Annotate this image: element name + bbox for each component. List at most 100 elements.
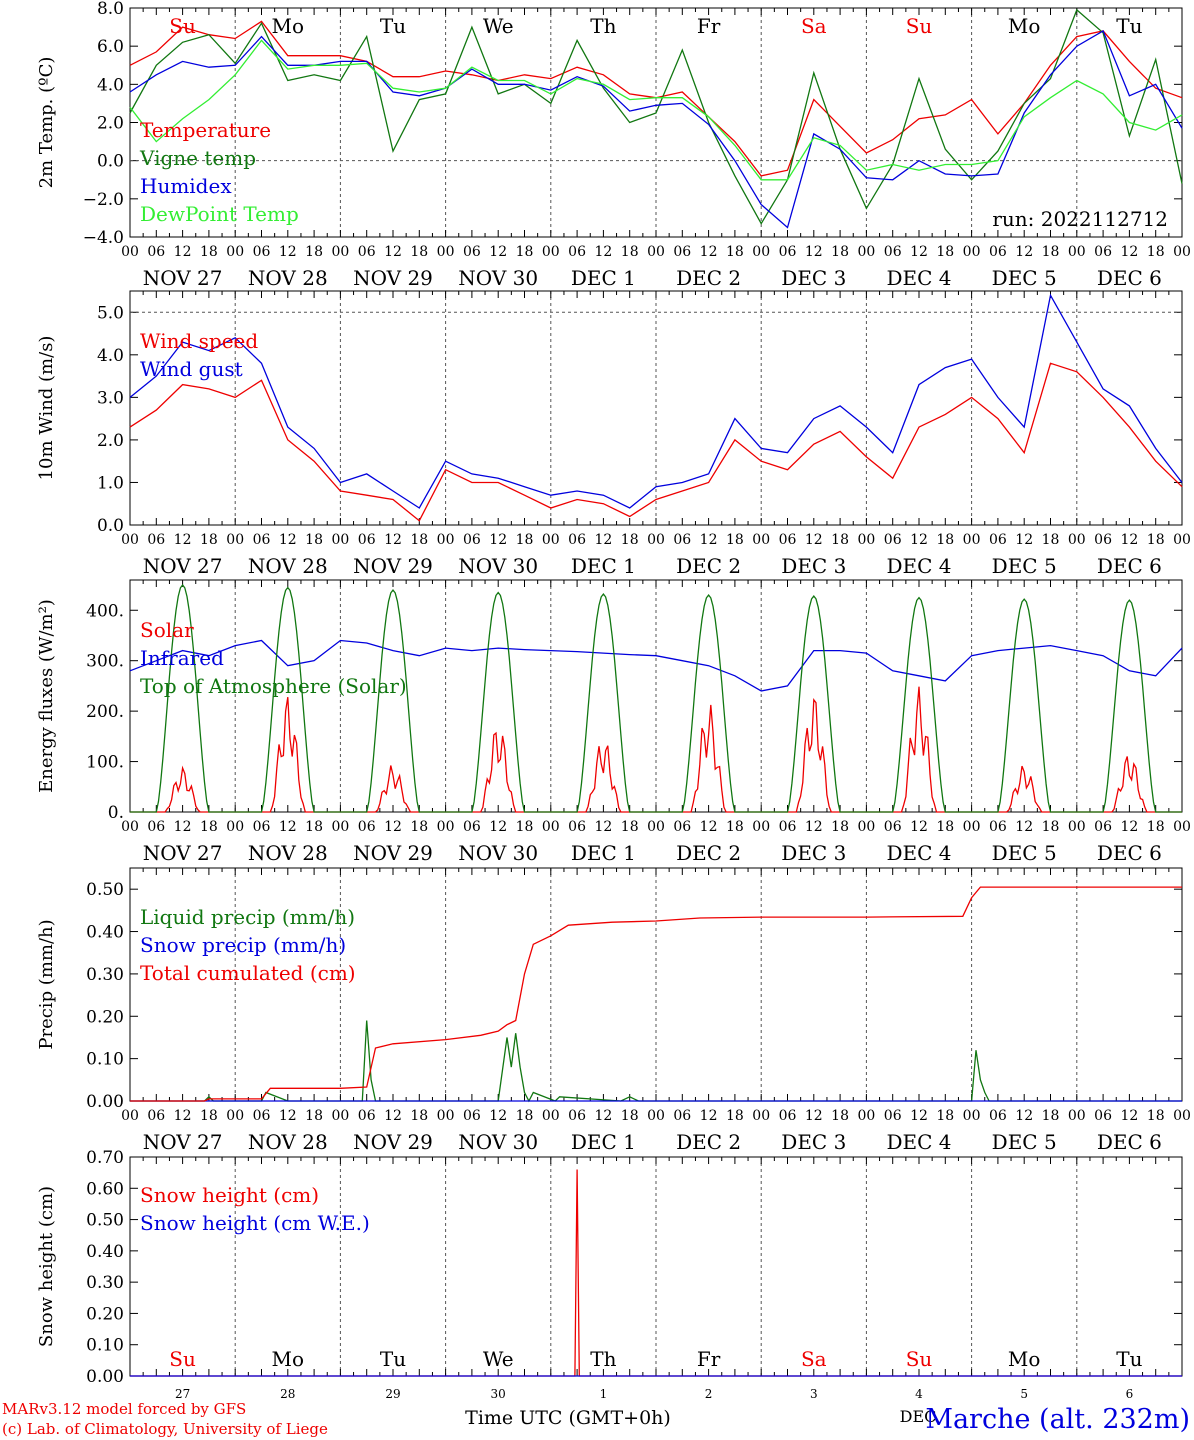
hour-tick-label: 06 <box>358 1108 376 1124</box>
hour-tick-label: 00 <box>647 244 665 260</box>
hour-tick-label: 06 <box>673 1108 691 1124</box>
hour-tick-label: 00 <box>857 244 875 260</box>
date-label: NOV 28 <box>248 266 328 290</box>
hour-tick-label: 00 <box>542 819 560 835</box>
legend-entry: Infrared <box>140 646 224 670</box>
hour-tick-label: 00 <box>857 1108 875 1124</box>
hour-tick-label: 00 <box>542 1108 560 1124</box>
hour-tick-label: 06 <box>253 532 271 548</box>
weekday-label: Su <box>169 1347 196 1371</box>
weekday-label: Th <box>590 1347 616 1371</box>
hour-tick-label: 00 <box>857 532 875 548</box>
date-label: DEC 1 <box>571 554 636 578</box>
hour-tick-label: 12 <box>279 532 297 548</box>
weekday-label: Mo <box>1008 1347 1041 1371</box>
hour-tick-label: 06 <box>147 532 165 548</box>
y-tick-label: 0.30 <box>86 965 124 985</box>
day-number-label: 2 <box>705 1387 713 1401</box>
hour-tick-label: 12 <box>910 532 928 548</box>
hour-tick-label: 06 <box>779 244 797 260</box>
date-label: DEC 2 <box>676 266 741 290</box>
hour-tick-label: 00 <box>331 532 349 548</box>
hour-tick-label: 18 <box>726 819 744 835</box>
date-label: DEC 5 <box>992 266 1057 290</box>
hour-tick-label: 06 <box>568 532 586 548</box>
hour-tick-label: 00 <box>226 244 244 260</box>
weekday-label: We <box>483 14 514 38</box>
hour-tick-label: 06 <box>568 819 586 835</box>
hour-tick-label: 00 <box>542 244 560 260</box>
hour-tick-label: 12 <box>594 1108 612 1124</box>
hour-tick-label: 06 <box>673 244 691 260</box>
legend-entry: Top of Atmosphere (Solar) <box>140 674 407 698</box>
hour-tick-label: 18 <box>516 532 534 548</box>
hour-tick-label: 12 <box>279 244 297 260</box>
hour-tick-label: 06 <box>147 819 165 835</box>
hour-tick-label: 12 <box>279 819 297 835</box>
series-line-wind-speed <box>129 362 1183 522</box>
hour-tick-label: 00 <box>121 819 139 835</box>
date-label: NOV 28 <box>248 554 328 578</box>
date-label: DEC 2 <box>676 554 741 578</box>
hour-tick-label: 00 <box>1068 819 1086 835</box>
weekday-label: We <box>483 1347 514 1371</box>
hour-tick-label: 00 <box>963 244 981 260</box>
y-tick-label: 100. <box>86 753 124 773</box>
hour-tick-label: 18 <box>1042 244 1060 260</box>
date-label: DEC 6 <box>1097 1130 1162 1154</box>
hour-tick-label: 12 <box>384 1108 402 1124</box>
hour-tick-label: 18 <box>936 1108 954 1124</box>
hour-tick-label: 12 <box>174 532 192 548</box>
y-axis-label: 10m Wind (m/s) <box>36 336 57 481</box>
date-label: NOV 30 <box>458 554 538 578</box>
hour-tick-label: 12 <box>489 532 507 548</box>
hour-tick-label: 00 <box>963 1108 981 1124</box>
weekday-label: Su <box>169 14 196 38</box>
y-tick-label: 0.40 <box>86 1242 124 1262</box>
day-number-label: 1 <box>600 1387 608 1401</box>
y-tick-label: −2.0 <box>83 190 124 210</box>
hour-tick-label: 12 <box>910 819 928 835</box>
day-number-label: 29 <box>385 1387 400 1401</box>
weekday-label: Sa <box>801 14 827 38</box>
hour-tick-label: 18 <box>1147 244 1165 260</box>
hour-tick-label: 12 <box>910 244 928 260</box>
hour-tick-label: 00 <box>752 244 770 260</box>
date-label: NOV 27 <box>143 266 223 290</box>
legend-entry: Temperature <box>140 118 271 142</box>
series-line-total-cumulated-cm- <box>130 886 1182 1102</box>
hour-tick-label: 12 <box>384 244 402 260</box>
hour-tick-label: 18 <box>831 1108 849 1124</box>
date-label: NOV 27 <box>143 554 223 578</box>
hour-tick-label: 00 <box>647 1108 665 1124</box>
date-label: DEC 4 <box>886 554 951 578</box>
weekday-label: Tu <box>1116 14 1142 38</box>
hour-tick-label: 00 <box>752 1108 770 1124</box>
hour-tick-label: 00 <box>1173 819 1191 835</box>
hour-tick-label: 18 <box>516 1108 534 1124</box>
hour-tick-label: 00 <box>226 532 244 548</box>
y-tick-label: 4.0 <box>97 75 124 95</box>
hour-tick-label: 00 <box>121 1108 139 1124</box>
hour-tick-label: 12 <box>805 532 823 548</box>
weekday-label: Tu <box>380 14 406 38</box>
hour-tick-label: 12 <box>1120 244 1138 260</box>
hour-tick-label: 00 <box>226 819 244 835</box>
hour-tick-label: 06 <box>673 819 691 835</box>
hour-tick-label: 18 <box>200 532 218 548</box>
hour-tick-label: 06 <box>1094 244 1112 260</box>
date-label: DEC 6 <box>1097 266 1162 290</box>
hour-tick-label: 18 <box>305 244 323 260</box>
panel-energy: 0. 100. 200. 300. 400. Energy fluxes (W/m²) So… <box>36 579 1191 865</box>
day-number-label: 30 <box>491 1387 506 1401</box>
model-credit: MARv3.12 model forced by GFS <box>2 1400 246 1418</box>
date-label: DEC 4 <box>886 1130 951 1154</box>
legend-entry: Snow height (cm W.E.) <box>140 1211 370 1235</box>
panel-snow: 0.00 0.10 0.20 0.30 0.40 0.50 0.60 0.70 Snow hei… <box>36 1148 1183 1387</box>
day-number-label: 28 <box>280 1387 295 1401</box>
series-line-humidex <box>129 29 1183 229</box>
y-tick-label: 0. <box>108 803 124 823</box>
hour-tick-label: 18 <box>936 532 954 548</box>
hour-tick-label: 12 <box>594 532 612 548</box>
